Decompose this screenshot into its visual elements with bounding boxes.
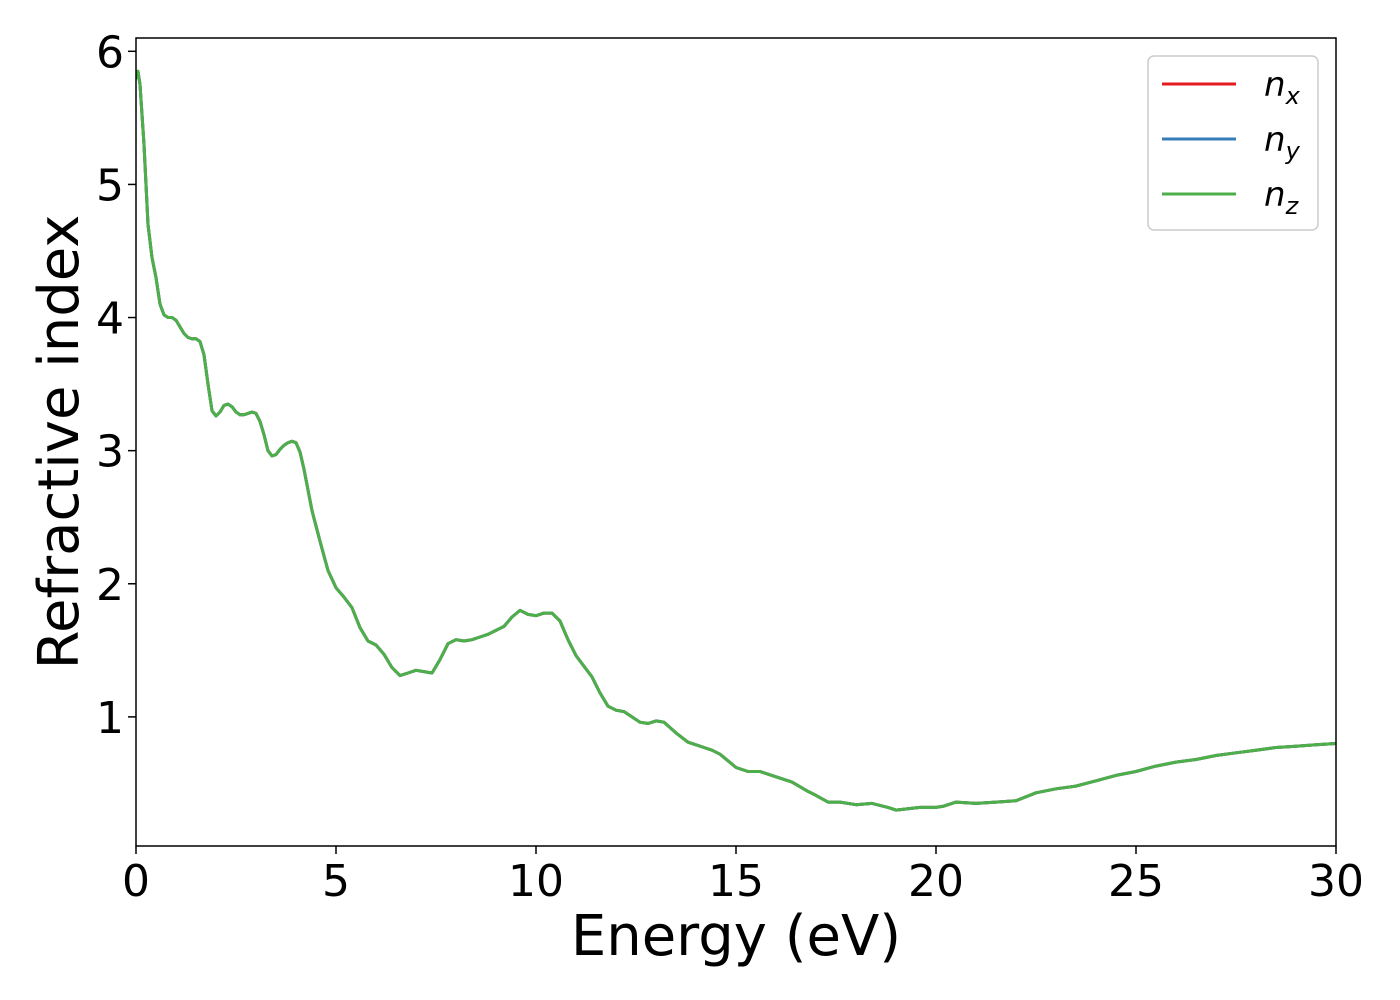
x-tick-label: 25 bbox=[1108, 856, 1164, 907]
legend-label-nx: nx bbox=[1264, 65, 1301, 110]
y-tick-label: 2 bbox=[96, 560, 124, 611]
x-axis-title: Energy (eV) bbox=[571, 904, 901, 969]
legend-box bbox=[1147, 55, 1319, 231]
y-tick-label: 6 bbox=[96, 27, 124, 78]
x-tick-label: 5 bbox=[322, 856, 350, 907]
y-axis-title: Refractive index bbox=[27, 215, 92, 670]
series-layer bbox=[136, 69, 1336, 812]
series-line-nz bbox=[136, 69, 1336, 812]
x-axis-ticks: 0 5 10 15 20 25 30 bbox=[122, 846, 1364, 907]
legend-label-subscript: x bbox=[1285, 82, 1301, 110]
legend-label-subscript: y bbox=[1285, 137, 1301, 165]
y-tick-label: 3 bbox=[96, 427, 124, 478]
x-tick-label: 15 bbox=[708, 856, 764, 907]
y-tick-label: 1 bbox=[96, 693, 124, 744]
legend-label-subscript: z bbox=[1285, 192, 1300, 220]
x-tick-label: 0 bbox=[122, 856, 150, 907]
legend-label-ny: ny bbox=[1264, 120, 1301, 165]
x-tick-label: 10 bbox=[508, 856, 564, 907]
legend-label-base: n bbox=[1264, 120, 1286, 160]
y-tick-label: 5 bbox=[96, 160, 124, 211]
x-tick-label: 20 bbox=[908, 856, 964, 907]
x-tick-label: 30 bbox=[1308, 856, 1364, 907]
legend-label-base: n bbox=[1264, 175, 1286, 215]
y-tick-label: 4 bbox=[96, 294, 124, 345]
legend-label-nz: nz bbox=[1264, 175, 1300, 220]
legend-label-base: n bbox=[1264, 65, 1286, 105]
y-axis-ticks: 1 2 3 4 5 6 bbox=[96, 27, 136, 744]
